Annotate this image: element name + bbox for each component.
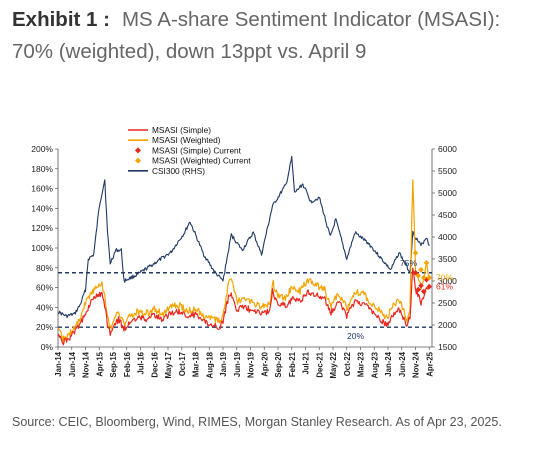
right-axis-tick-label: 2500 xyxy=(438,298,457,308)
msasi-simple-current-marker xyxy=(418,282,424,289)
right-axis-tick-label: 3000 xyxy=(438,276,457,286)
current-value-label: 61% xyxy=(436,282,453,292)
legend-label: MSASI (Simple) Current xyxy=(152,145,242,155)
msasi-weighted-current-marker xyxy=(415,272,422,279)
left-axis-tick-label: 40% xyxy=(36,302,53,312)
right-axis-tick-label: 3500 xyxy=(438,254,457,264)
x-axis-tick-label: Nov-19 xyxy=(247,351,256,378)
msasi-simple-line xyxy=(57,267,430,346)
csi300-line xyxy=(57,155,430,319)
exhibit-heading: Exhibit 1 : MS A-share Sentiment Indicato… xyxy=(12,4,522,68)
x-axis-tick-label: Nov-24 xyxy=(412,351,421,378)
exhibit-number: Exhibit 1 : xyxy=(12,8,110,31)
left-axis-tick-label: 180% xyxy=(31,164,53,174)
x-axis-tick-label: Jan-19 xyxy=(219,351,228,376)
legend-label: MSASI (Simple) xyxy=(152,125,211,135)
x-axis-tick-label: May-17 xyxy=(164,352,173,378)
x-axis-tick-label: Jan-24 xyxy=(384,351,393,376)
sentiment-chart: 0% 20% 40% 60% 80% 100% 120% 140% 160% 180% 200% 15… xyxy=(31,125,457,378)
legend-label: CSI300 (RHS) xyxy=(152,166,205,176)
right-axis-tick-label: 5000 xyxy=(438,188,457,198)
msasi-weighted-current-marker xyxy=(418,266,424,273)
x-axis-tick-label: Sep-15 xyxy=(109,351,118,377)
right-axis-tick-label: 4000 xyxy=(438,232,457,242)
right-axis-tick-label: 6000 xyxy=(438,144,457,154)
msasi-simple-current-marker xyxy=(415,286,422,293)
right-axis-tick-label: 4500 xyxy=(438,210,457,220)
msasi-simple-current-marker xyxy=(420,288,427,295)
msasi-weighted-current-marker xyxy=(412,250,419,256)
legend-marker xyxy=(135,147,141,154)
x-axis-tick-label: Nov-14 xyxy=(82,351,91,378)
left-axis-tick-label: 20% xyxy=(36,322,53,332)
legend-marker xyxy=(135,157,141,164)
left-axis-tick-label: 0% xyxy=(41,342,54,352)
right-axis-tick-label: 1500 xyxy=(438,342,457,352)
chart-legend: MSASI (Simple)MSASI (Weighted)MSASI (Sim… xyxy=(128,125,251,176)
left-axis-tick-label: 200% xyxy=(31,144,53,154)
x-axis-tick-label: Jul-16 xyxy=(137,351,146,374)
x-axis-tick-label: Feb-16 xyxy=(123,351,132,377)
legend-label: MSASI (Weighted) xyxy=(152,135,221,145)
x-axis-tick-label: Apr-15 xyxy=(95,351,104,376)
msasi-weighted-current-marker xyxy=(420,274,427,281)
x-axis-tick-label: Aug-18 xyxy=(205,351,214,378)
x-axis-tick-label: Jul-21 xyxy=(302,351,311,374)
msasi-weighted-current-marker xyxy=(426,274,433,281)
x-axis-tick-label: Mar-18 xyxy=(192,351,201,377)
x-axis-tick-label: Feb-21 xyxy=(288,351,297,377)
left-axis-tick-label: 140% xyxy=(31,203,53,213)
right-axis-tick-label: 5500 xyxy=(438,166,457,176)
x-axis-tick-label: May-22 xyxy=(329,351,338,378)
reference-line-label: 20% xyxy=(347,331,364,341)
x-axis-tick-label: Jun-24 xyxy=(398,351,407,377)
left-axis-tick-label: 80% xyxy=(36,263,53,273)
current-value-label: 70% xyxy=(436,273,453,283)
x-axis-tick-label: Apr-20 xyxy=(260,351,269,376)
right-axis-tick-label: 2000 xyxy=(438,320,457,330)
reference-line-label: 75% xyxy=(400,258,417,268)
x-axis-tick-label: Oct-22 xyxy=(343,351,352,376)
exhibit-title: MS A-share Sentiment Indicator (MSASI): … xyxy=(12,8,501,63)
left-axis-tick-label: 100% xyxy=(31,243,53,253)
left-axis-tick-label: 120% xyxy=(31,223,53,233)
x-axis-tick-label: Oct-17 xyxy=(178,352,187,376)
msasi-weighted-current-marker xyxy=(423,260,430,266)
x-axis-tick-label: Apr-25 xyxy=(425,351,434,376)
x-axis-tick-label: Sep-20 xyxy=(274,351,283,377)
legend-label: MSASI (Weighted) Current xyxy=(152,156,251,166)
msasi-simple-current-marker xyxy=(412,269,419,276)
x-axis-tick-label: Aug-23 xyxy=(370,351,379,378)
x-axis-tick-label: Jan-14 xyxy=(54,351,63,376)
left-axis-tick-label: 160% xyxy=(31,184,53,194)
x-axis-tick-label: Dec-16 xyxy=(150,351,159,377)
x-axis-tick-label: Jun-19 xyxy=(233,351,242,377)
msasi-weighted-line xyxy=(57,179,430,343)
left-axis-tick-label: 60% xyxy=(36,283,53,293)
x-axis-tick-label: Dec-21 xyxy=(315,351,324,377)
msasi-simple-current-marker xyxy=(426,283,433,290)
x-axis-tick-label: Jun-14 xyxy=(68,351,77,377)
source-note: Source: CEIC, Bloomberg, Wind, RIMES, Mo… xyxy=(12,415,502,429)
x-axis-tick-label: Mar-23 xyxy=(357,351,366,377)
